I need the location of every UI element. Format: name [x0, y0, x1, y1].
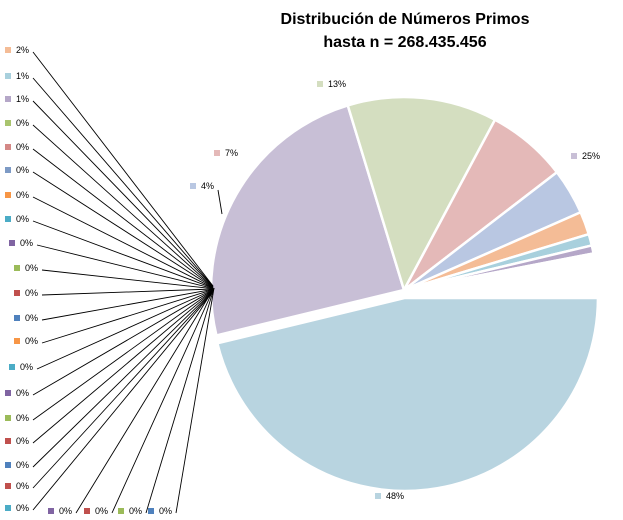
legend-key [190, 183, 196, 189]
legend-key [118, 508, 124, 514]
legend-key [5, 73, 11, 79]
pie-slice [403, 286, 599, 292]
leader-line [41, 288, 214, 296]
slice-label: 0% [16, 481, 29, 491]
slice-label: 0% [25, 313, 38, 323]
slice-label: 13% [328, 79, 346, 89]
leader-line [36, 289, 214, 370]
slice-label: 0% [25, 336, 38, 346]
legend-key [48, 508, 54, 514]
leader-line [111, 287, 215, 514]
leader-line [32, 100, 214, 287]
legend-key [9, 364, 15, 370]
slice-label: 0% [159, 506, 172, 516]
slice-label: 0% [16, 436, 29, 446]
slice-label: 0% [95, 506, 108, 516]
slice-label: 0% [16, 214, 29, 224]
legend-key [84, 508, 90, 514]
leader-line [32, 290, 214, 421]
legend-key [148, 508, 154, 514]
legend-key [5, 144, 11, 150]
leader-line [32, 124, 214, 288]
pie-slice [215, 296, 600, 493]
slice-label: 0% [16, 118, 29, 128]
legend-key [214, 150, 220, 156]
leader-line [32, 289, 214, 396]
slice-label: 7% [225, 148, 238, 158]
slice-label: 0% [16, 503, 29, 513]
chart-subtitle: hasta n = 268.435.456 [323, 34, 486, 51]
leader-line [32, 51, 214, 287]
leader-line [75, 287, 215, 514]
slice-label: 0% [16, 460, 29, 470]
legend-key [14, 290, 20, 296]
leader-line [32, 291, 214, 511]
leader-line [32, 196, 214, 289]
leader-line [175, 287, 215, 514]
legend-key [571, 153, 577, 159]
leader-line [32, 77, 214, 287]
leader-line [32, 290, 214, 444]
slice-label: 0% [25, 288, 38, 298]
leader-lines [32, 51, 223, 514]
legend-key [5, 192, 11, 198]
legend-key [14, 265, 20, 271]
leader-line [32, 220, 214, 289]
legend-key [5, 167, 11, 173]
leader-line [217, 189, 223, 215]
slice-label: 0% [20, 238, 33, 248]
leader-line [32, 148, 214, 288]
leader-line [41, 269, 214, 290]
slice-label: 0% [16, 413, 29, 423]
legend-key [5, 96, 11, 102]
slice-label: 0% [16, 142, 29, 152]
leader-line [32, 171, 214, 288]
pie-slices [209, 95, 600, 493]
leader-line [36, 244, 214, 289]
leader-line [145, 287, 215, 514]
legend-key [5, 47, 11, 53]
slice-label: 4% [201, 181, 214, 191]
pie-slice [346, 95, 497, 294]
leader-line [41, 289, 214, 344]
slice-label: 0% [20, 362, 33, 372]
legend-key [14, 315, 20, 321]
legend-key [5, 415, 11, 421]
legend-key [14, 338, 20, 344]
legend-key [5, 216, 11, 222]
legend-key [5, 483, 11, 489]
legend-key [375, 493, 381, 499]
slice-label: 0% [129, 506, 142, 516]
slice-label: 48% [386, 491, 404, 501]
slice-label: 0% [16, 190, 29, 200]
slice-label: 1% [16, 94, 29, 104]
legend-key [5, 462, 11, 468]
slice-label: 0% [59, 506, 72, 516]
leader-line [32, 291, 214, 489]
slice-label: 25% [582, 151, 600, 161]
legend-key [5, 505, 11, 511]
legend-key [5, 438, 11, 444]
slice-label: 0% [16, 388, 29, 398]
legend-key [9, 240, 15, 246]
slice-labels: 48% 25% 13% 7% 4% 2% 1% 1% 0% 0% 0% 0% 0% 0% 0% 0% 0% 0% 0… [5, 45, 600, 516]
leader-line [41, 288, 214, 321]
chart-title: Distribución de Números Primos [281, 11, 530, 28]
legend-key [5, 120, 11, 126]
slice-label: 0% [16, 165, 29, 175]
legend-key [5, 390, 11, 396]
legend-key [317, 81, 323, 87]
leader-line [32, 290, 214, 468]
slice-label: 2% [16, 45, 29, 55]
slice-label: 1% [16, 71, 29, 81]
slice-label: 0% [25, 263, 38, 273]
